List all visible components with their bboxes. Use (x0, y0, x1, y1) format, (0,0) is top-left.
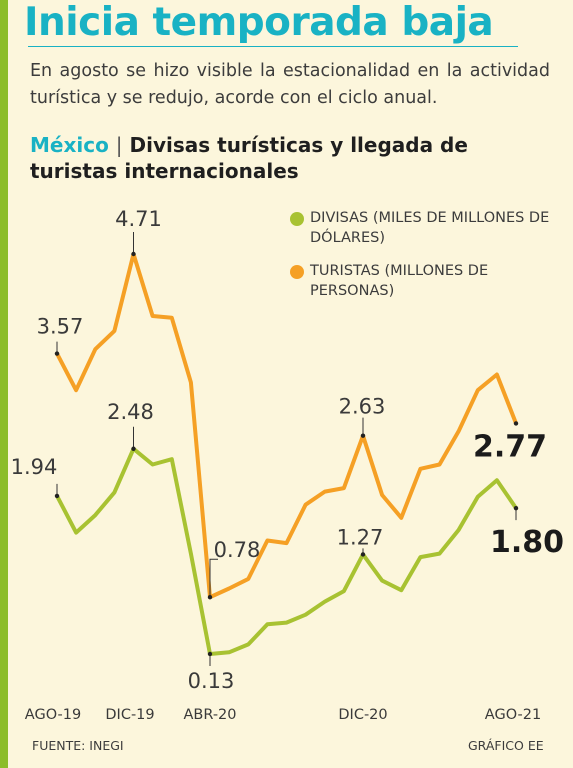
legend-dot-divisas (290, 212, 304, 226)
data-point-turistas-16 (360, 433, 366, 438)
data-label-divisas-0: 1.94 (11, 455, 58, 479)
chart-heading-text: Divisas turísticas y llegada de turistas… (30, 133, 468, 183)
chart-heading-country: México (30, 133, 109, 157)
data-label-turistas-4: 4.71 (115, 207, 162, 231)
data-point-divisas-0 (54, 493, 60, 499)
data-label-divisas-24: 1.80 (490, 525, 564, 560)
credit-note: GRÁFICO EE (468, 738, 544, 753)
data-label-turistas-8: 0.78 (214, 538, 261, 562)
data-label-divisas-4: 2.48 (107, 400, 154, 424)
series-line-divisas (55, 446, 518, 656)
data-label-divisas-16: 1.27 (337, 525, 384, 549)
data-point-divisas-8 (207, 651, 213, 657)
data-label-turistas-0: 3.57 (37, 315, 84, 339)
data-point-turistas-8 (207, 595, 213, 600)
legend-label-turistas: TURISTAS (MILLONES DE PERSONAS) (310, 263, 489, 299)
legend-item-divisas: DIVISAS (MILES DE MILLONES DE DÓLARES) (290, 208, 550, 248)
data-label-turistas-24: 2.77 (473, 429, 547, 464)
title-divider (28, 46, 518, 47)
data-point-turistas-0 (54, 351, 60, 356)
data-point-divisas-24 (513, 505, 519, 511)
data-label-divisas-8: 0.13 (188, 669, 235, 693)
x-tick-label-abr-20: ABR-20 (183, 707, 236, 723)
x-tick-label-dic-20: DIC-20 (338, 707, 387, 723)
annotation-leader-turistas-8 (209, 558, 218, 598)
chart-heading: México | Divisas turísticas y llegada de… (30, 132, 550, 184)
subtitle: En agosto se hizo visible la estacionali… (30, 61, 550, 108)
accent-bar (0, 0, 8, 768)
x-tick-label-ago-19: AGO-19 (25, 707, 81, 723)
data-label-turistas-16: 2.63 (339, 395, 386, 419)
legend-label-divisas: DIVISAS (MILES DE MILLONES DE DÓLARES) (310, 210, 550, 246)
chart-legend: DIVISAS (MILES DE MILLONES DE DÓLARES) T… (290, 208, 550, 314)
x-tick-label-dic-19: DIC-19 (105, 707, 154, 723)
data-point-turistas-4 (131, 251, 136, 257)
x-tick-label-ago-21: AGO-21 (485, 707, 541, 723)
page-title: Inicia temporada baja (24, 0, 494, 45)
source-note: FUENTE: INEGI (32, 738, 124, 753)
data-point-divisas-4 (131, 446, 136, 451)
legend-dot-turistas (290, 265, 304, 279)
legend-item-turistas: TURISTAS (MILLONES DE PERSONAS) (290, 261, 550, 301)
chart-heading-separator: | (115, 133, 123, 157)
data-point-divisas-16 (360, 552, 366, 557)
data-point-turistas-24 (513, 421, 519, 426)
